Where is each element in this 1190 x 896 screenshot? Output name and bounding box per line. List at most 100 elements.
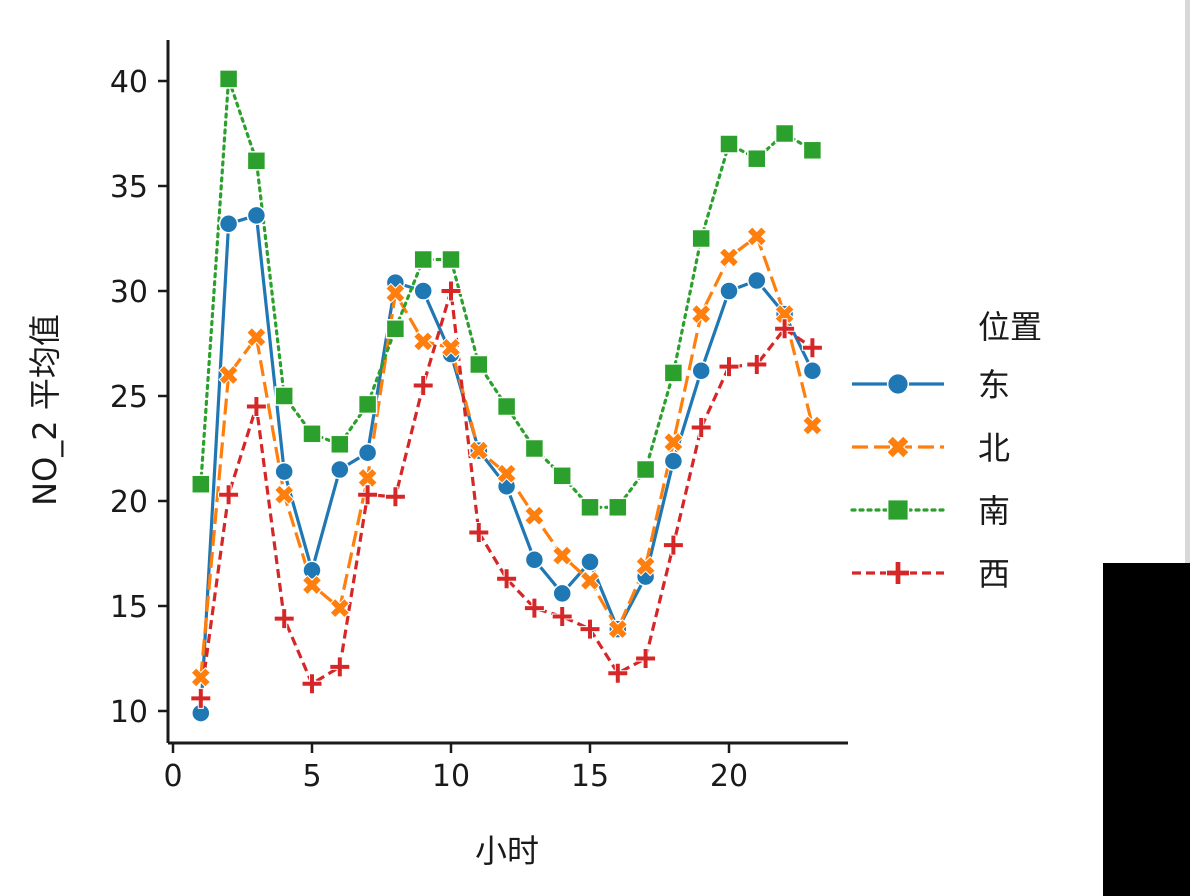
x-tick-label: 0 xyxy=(163,759,182,794)
data-point xyxy=(329,656,351,678)
y-tick-label: 25 xyxy=(110,380,148,415)
y-axis-title: NO_2 平均值 xyxy=(26,314,64,506)
data-point xyxy=(273,484,295,505)
data-point xyxy=(663,363,684,383)
series-markers xyxy=(190,69,823,723)
data-point xyxy=(774,123,795,144)
data-point xyxy=(468,522,490,543)
x-tick-label: 5 xyxy=(302,759,321,794)
black-block xyxy=(1103,563,1190,896)
legend-label: 南 xyxy=(978,492,1010,530)
series-line-1 xyxy=(199,234,814,678)
data-point xyxy=(579,570,601,592)
data-point xyxy=(273,608,295,630)
data-point xyxy=(635,648,657,669)
data-point xyxy=(691,361,711,381)
data-point xyxy=(524,438,545,459)
data-point xyxy=(746,226,768,247)
data-point xyxy=(747,270,767,291)
legend-title: 位置 xyxy=(978,308,1042,346)
y-tick-label: 15 xyxy=(110,590,148,625)
data-point xyxy=(245,396,267,417)
data-point xyxy=(663,431,684,453)
x-tick-label: 20 xyxy=(710,759,748,794)
data-point xyxy=(690,417,712,438)
data-point xyxy=(691,228,711,249)
data-point xyxy=(357,394,378,415)
data-point xyxy=(302,424,322,444)
data-point xyxy=(801,337,823,359)
data-point xyxy=(718,356,740,378)
series-line-2 xyxy=(199,77,815,509)
data-point xyxy=(690,303,712,325)
y-tick-label: 40 xyxy=(110,65,148,100)
y-tick-label: 10 xyxy=(110,695,148,730)
data-point xyxy=(246,205,267,226)
data-point xyxy=(357,467,378,489)
data-point xyxy=(274,461,294,482)
data-point xyxy=(301,574,323,596)
data-point xyxy=(552,466,572,486)
x-axis-title: 小时 xyxy=(475,832,539,870)
data-point xyxy=(496,568,518,590)
data-point xyxy=(552,583,572,604)
data-point xyxy=(774,318,796,340)
data-point xyxy=(608,497,628,518)
legend-item: 东 xyxy=(852,366,1010,404)
data-point xyxy=(246,151,267,171)
data-point xyxy=(246,326,267,348)
data-point xyxy=(579,618,601,640)
data-point xyxy=(523,597,545,619)
data-point xyxy=(329,597,351,619)
data-point xyxy=(357,442,378,463)
data-point xyxy=(524,505,545,526)
data-point xyxy=(635,555,656,577)
y-tick-label: 30 xyxy=(110,275,148,310)
data-point xyxy=(802,140,823,161)
legend-item: 西 xyxy=(852,555,1010,593)
data-point xyxy=(413,249,433,270)
data-point xyxy=(886,498,910,522)
data-point xyxy=(412,375,434,396)
data-point xyxy=(607,618,629,640)
data-point xyxy=(330,434,350,455)
data-point xyxy=(413,281,433,301)
x-tick-label: 15 xyxy=(571,759,609,794)
data-point xyxy=(802,415,823,436)
data-point xyxy=(551,606,573,627)
data-point xyxy=(330,459,350,480)
data-point xyxy=(218,364,239,386)
data-point xyxy=(663,451,684,471)
data-point xyxy=(746,354,768,375)
data-point xyxy=(719,281,739,301)
data-point xyxy=(747,148,767,169)
data-point xyxy=(551,545,573,566)
right-edge-strip xyxy=(1185,0,1190,563)
data-point xyxy=(440,280,462,302)
legend-item: 南 xyxy=(850,492,1010,530)
series-line-3 xyxy=(199,289,814,699)
data-point xyxy=(524,550,545,570)
data-point xyxy=(441,249,461,270)
data-point xyxy=(886,372,910,396)
data-point xyxy=(635,459,656,480)
data-point xyxy=(302,560,322,581)
data-point xyxy=(301,673,323,695)
legend-label: 北 xyxy=(978,429,1010,467)
data-point xyxy=(802,361,823,381)
data-point xyxy=(385,319,406,339)
data-point xyxy=(469,354,489,375)
data-point xyxy=(412,331,434,352)
data-point xyxy=(218,214,239,234)
x-tick-label: 10 xyxy=(432,759,470,794)
legend-item: 北 xyxy=(852,429,1010,467)
data-point xyxy=(580,497,600,518)
data-point xyxy=(774,303,795,325)
data-point xyxy=(496,396,517,417)
data-point xyxy=(886,561,910,585)
data-point xyxy=(384,486,406,508)
data-point xyxy=(357,484,379,506)
data-point xyxy=(496,463,517,484)
